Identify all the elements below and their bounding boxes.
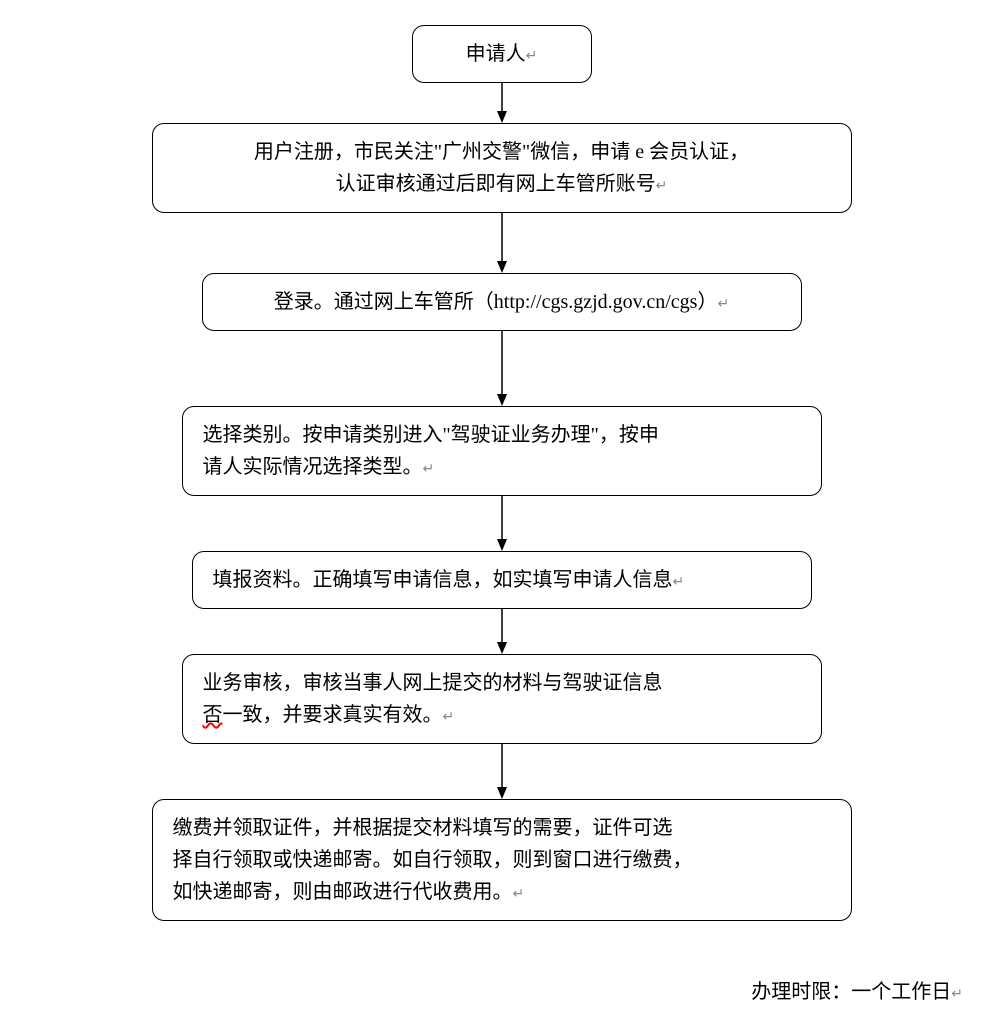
return-mark: ↵: [673, 575, 685, 590]
login-url: http://cgs.gzjd.gov.cn/cgs: [494, 291, 698, 313]
node-login: 登录。通过网上车管所（http://cgs.gzjd.gov.cn/cgs）↵: [202, 273, 802, 331]
arrow-1: [492, 83, 512, 123]
node-text: 申请人: [466, 43, 526, 65]
node-text-line2: 请人实际情况选择类型。: [203, 456, 423, 478]
footer-deadline: 办理时限：一个工作日↵: [751, 975, 963, 1004]
node-fill-info: 填报资料。正确填写申请信息，如实填写申请人信息↵: [192, 551, 812, 609]
footer-text: 办理时限：一个工作日: [751, 981, 951, 1003]
node-text-line3: 如快递邮寄，则由邮政进行代收费用。: [173, 881, 513, 903]
return-mark: ↵: [513, 887, 525, 902]
arrow-3: [492, 331, 512, 406]
node-payment: 缴费并领取证件，并根据提交材料填写的需要，证件可选 择自行领取或快递邮寄。如自行…: [152, 799, 852, 921]
node-text-suffix: ）: [697, 291, 717, 313]
node-text-line2: 认证审核通过后即有网上车管所账号: [336, 173, 656, 195]
node-error-marked-text: 否: [203, 704, 223, 726]
node-text-line2-suffix: 一致，并要求真实有效。: [223, 704, 443, 726]
flowchart-container: 申请人↵ 用户注册，市民关注"广州交警"微信，申请 e 会员认证， 认证审核通过…: [0, 0, 1003, 921]
return-mark: ↵: [526, 49, 538, 64]
node-review: 业务审核，审核当事人网上提交的材料与驾驶证信息 否一致，并要求真实有效。↵: [182, 654, 822, 744]
return-mark: ↵: [443, 710, 455, 725]
arrow-5: [492, 609, 512, 654]
arrow-4: [492, 496, 512, 551]
node-applicant: 申请人↵: [412, 25, 592, 83]
return-mark: ↵: [656, 179, 668, 194]
arrow-6: [492, 744, 512, 799]
node-text-prefix: 登录。通过网上车管所（: [274, 291, 494, 313]
node-text-line1: 用户注册，市民关注"广州交警"微信，申请 e 会员认证，: [254, 141, 749, 163]
return-mark: ↵: [951, 987, 963, 1002]
return-mark: ↵: [717, 297, 729, 312]
node-text-line1: 缴费并领取证件，并根据提交材料填写的需要，证件可选: [173, 817, 673, 839]
node-text-line1: 业务审核，审核当事人网上提交的材料与驾驶证信息: [203, 672, 663, 694]
node-select-category: 选择类别。按申请类别进入"驾驶证业务办理"，按申 请人实际情况选择类型。↵: [182, 406, 822, 496]
return-mark: ↵: [423, 462, 435, 477]
node-text-line2: 择自行领取或快递邮寄。如自行领取，则到窗口进行缴费，: [173, 849, 693, 871]
node-text-line1: 选择类别。按申请类别进入"驾驶证业务办理"，按申: [203, 424, 659, 446]
arrow-2: [492, 213, 512, 273]
node-text: 填报资料。正确填写申请信息，如实填写申请人信息: [213, 569, 673, 591]
node-register: 用户注册，市民关注"广州交警"微信，申请 e 会员认证， 认证审核通过后即有网上…: [152, 123, 852, 213]
